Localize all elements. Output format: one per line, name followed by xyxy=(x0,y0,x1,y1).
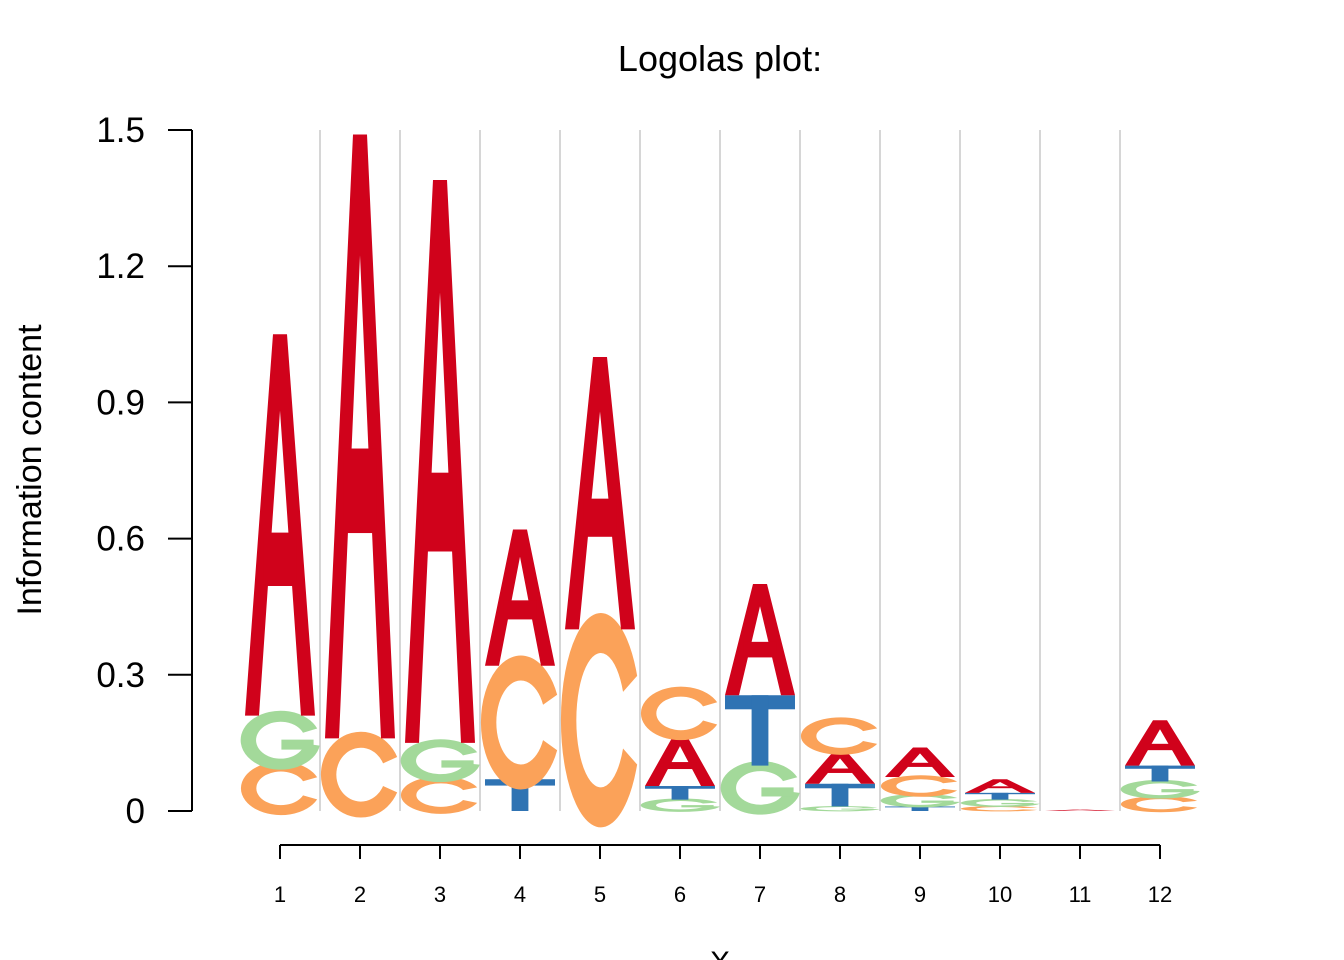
letter-c xyxy=(640,686,718,741)
letter-a xyxy=(885,747,955,777)
letter-a xyxy=(1045,809,1115,811)
letter-t xyxy=(805,783,875,807)
x-axis: 1 2 3 4 5 6 7 8 9 10 11 12 xyxy=(274,844,1172,907)
letter-g xyxy=(400,739,480,783)
grid-lines xyxy=(319,130,1121,811)
letter-c xyxy=(321,731,398,818)
y-tick-label: 0.9 xyxy=(96,383,145,422)
x-tick-label: 9 xyxy=(914,882,926,907)
letter-c xyxy=(401,776,478,814)
letter-t xyxy=(965,792,1035,800)
x-axis-label: X xyxy=(710,946,730,960)
letter-a xyxy=(725,584,795,696)
letter-a xyxy=(805,751,875,784)
letter-c xyxy=(1120,796,1198,813)
x-tick-label: 3 xyxy=(434,882,446,907)
letter-t xyxy=(725,695,795,766)
x-tick-label: 4 xyxy=(514,882,526,907)
letter-a xyxy=(485,529,555,666)
letter-g xyxy=(960,798,1040,807)
letter-c xyxy=(881,775,958,797)
letter-a xyxy=(965,779,1035,793)
y-axis-label: Information content xyxy=(11,324,49,616)
y-tick-label: 0.3 xyxy=(96,656,145,695)
letter-g xyxy=(1120,779,1200,799)
x-tick-label: 7 xyxy=(754,882,766,907)
x-tick-label: 12 xyxy=(1148,882,1172,907)
y-tick-label: 1.5 xyxy=(96,111,145,150)
x-tick-label: 2 xyxy=(354,882,366,907)
letter-a xyxy=(1125,720,1195,766)
letter-c xyxy=(240,761,318,816)
y-tick-label: 0 xyxy=(126,792,145,831)
x-tick-label: 10 xyxy=(988,882,1012,907)
x-tick-label: 6 xyxy=(674,882,686,907)
letter-c xyxy=(960,806,1038,812)
x-tick-label: 1 xyxy=(274,882,286,907)
letter-c xyxy=(801,717,878,755)
y-tick-label: 0.6 xyxy=(96,520,145,559)
y-tick-label: 1.2 xyxy=(96,247,145,286)
letter-t xyxy=(645,786,715,800)
letter-g xyxy=(720,761,800,815)
x-tick-label: 5 xyxy=(594,882,606,907)
letter-g xyxy=(880,793,960,808)
letter-g xyxy=(800,806,880,812)
x-tick-label: 8 xyxy=(834,882,846,907)
letter-a xyxy=(405,179,475,743)
letter-g xyxy=(240,710,320,770)
letter-t xyxy=(1125,765,1195,782)
letter-c xyxy=(480,655,558,790)
y-axis: 0 0.3 0.6 0.9 1.2 1.5 xyxy=(96,111,193,831)
letter-a xyxy=(565,357,635,630)
letter-a xyxy=(245,334,315,716)
chart-title: Logolas plot: xyxy=(618,38,822,79)
letter-c xyxy=(560,613,638,828)
letter-g xyxy=(640,798,720,812)
x-tick-label: 11 xyxy=(1069,882,1092,907)
logo-letters xyxy=(240,134,1200,828)
letter-a xyxy=(325,134,395,739)
letter-a xyxy=(645,736,715,787)
